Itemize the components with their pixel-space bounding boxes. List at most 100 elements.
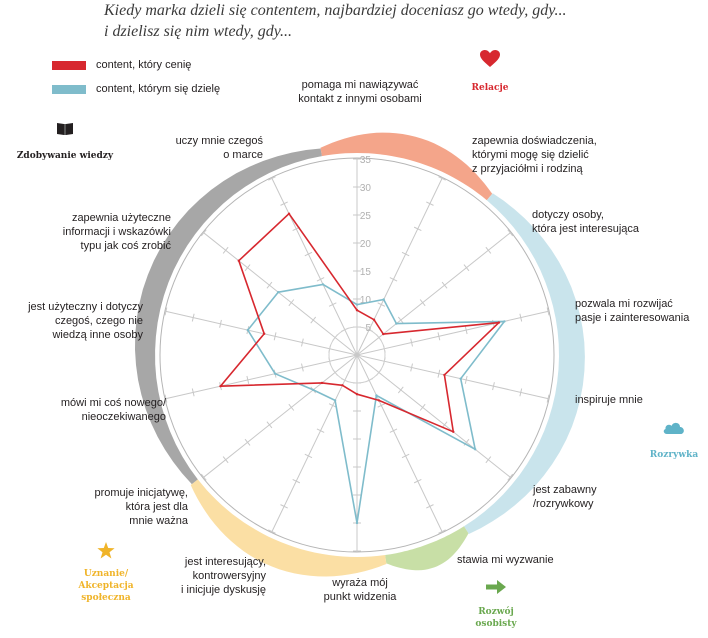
- legend-label-dziele: content, którym się dzielę: [96, 83, 221, 95]
- series-1-point-3: [503, 320, 506, 323]
- category-rozwoj: Rozwój osobisty: [475, 607, 517, 629]
- radar-tick-12-5: [244, 264, 251, 272]
- radar-spoke-10: [164, 354, 358, 400]
- legend-item-dziele: content, którym się dzielę: [52, 83, 220, 95]
- star-icon: [97, 542, 115, 559]
- radar-tick-1-4: [401, 251, 410, 257]
- radar-tick-3-2: [410, 338, 413, 347]
- radar-tick-1-6: [426, 201, 434, 206]
- radar-scale-label-30: 30: [360, 183, 372, 194]
- axis-label-12: zapewnia użyteczne informacji i wskazówki…: [62, 212, 171, 252]
- radar-tick-6-4: [401, 453, 410, 459]
- radar-tick-3-4: [464, 326, 468, 335]
- radar-tick-4-6: [519, 388, 523, 397]
- radar-tick-10-7: [164, 394, 168, 403]
- series-1-point-5: [474, 448, 477, 451]
- radar-tick-13-4: [304, 251, 313, 257]
- series-0-point-6: [377, 399, 381, 402]
- radar-tick-9-7: [200, 473, 207, 481]
- axis-label-9: promuje inicjatywę, która jest dla mnie wa…: [94, 487, 188, 527]
- radar-tick-2-3: [419, 299, 426, 307]
- series-1-point-4: [459, 377, 462, 380]
- radar-tick-4-4: [464, 375, 468, 384]
- radar-tick-6-5: [413, 478, 422, 484]
- series-0-point-11: [263, 332, 266, 335]
- radar-tick-6-6: [426, 504, 434, 509]
- axis-label-11: jest użyteczny i dotyczy czegoś, czego ni…: [28, 301, 143, 341]
- heart-icon: [480, 50, 500, 67]
- radar-spoke-12: [202, 231, 358, 356]
- cloud-icon: [663, 422, 684, 434]
- axis-label-6: stawia mi wyzwanie: [457, 554, 554, 566]
- radar-tick-9-3: [288, 403, 295, 411]
- radar-tick-8-4: [304, 453, 313, 459]
- radar-spoke-13: [271, 177, 358, 356]
- radar-tick-6-7: [438, 529, 446, 534]
- radar-tick-12-4: [266, 281, 273, 289]
- radar-tick-12-2: [310, 316, 317, 324]
- radar-tick-1-7: [438, 176, 446, 181]
- radar-tick-8-3: [316, 428, 325, 433]
- series-1-point-0: [355, 303, 359, 306]
- radar-tick-6-3: [389, 428, 398, 433]
- series-1-point-1: [382, 298, 385, 301]
- axis-label-5: jest zabawny/rozrywkowy: [533, 484, 597, 510]
- radar-tick-2-2: [397, 316, 404, 324]
- series-1-line: [247, 283, 506, 524]
- axis-label-7: wyraża mój punkt widzenia: [323, 577, 397, 603]
- series-1-point-10: [273, 372, 277, 375]
- radar-tick-5-6: [485, 456, 492, 464]
- radar-spoke-5: [356, 354, 512, 479]
- radar-tick-2-7: [507, 229, 514, 237]
- radar-scale-label-25: 25: [360, 211, 372, 222]
- axis-label-8: jest interesujący, kontrowersyjny i inicju…: [181, 556, 266, 596]
- radar-tick-12-3: [288, 299, 295, 307]
- category-wiedza: Zdobywanie wiedzy: [16, 151, 114, 161]
- radar-tick-10-4: [246, 375, 250, 384]
- series-0-point-9: [320, 381, 324, 385]
- radar-tick-2-5: [463, 264, 470, 272]
- radar-inner-circle: [328, 326, 386, 384]
- series-1-point-6: [375, 394, 378, 397]
- radar-tick-13-3: [316, 277, 325, 282]
- series-0-point-5: [452, 430, 455, 433]
- radar-tick-9-6: [222, 456, 229, 464]
- radar-scale-label-20: 20: [360, 239, 372, 250]
- radar-tick-13-2: [328, 302, 337, 307]
- radar-tick-2-4: [441, 281, 448, 289]
- legend-swatch-red: [52, 60, 86, 70]
- radar-tick-9-4: [266, 421, 273, 429]
- category-rozrywka: Rozrywka: [649, 450, 699, 460]
- axis-label-1: zapewnia doświadczenia, którymi mogę się …: [472, 135, 597, 175]
- series-0-point-10: [219, 385, 222, 388]
- radar-tick-4-7: [546, 394, 550, 403]
- category-band-wiedza: [135, 148, 322, 485]
- radar-tick-1-5: [413, 226, 422, 232]
- series-0-point-1: [372, 318, 376, 321]
- axis-label-10: mówi mi coś nowego/nieoczekiwanego: [60, 397, 166, 423]
- series-0-point-0: [355, 309, 359, 312]
- radar-tick-3-6: [519, 313, 523, 322]
- axis-label-4: inspiruje mnie: [575, 394, 643, 406]
- chart-title: Kiedy marka dzieli się contentem, najbar…: [104, 0, 704, 42]
- radar-tick-6-2: [377, 403, 386, 408]
- radar-spoke-8: [271, 354, 358, 533]
- radar-tick-13-7: [268, 176, 276, 181]
- book-icon: [57, 123, 73, 135]
- axis-label-3: pozwala mi rozwijać pasje i zainteresowan…: [575, 298, 690, 324]
- series-0-point-12: [237, 259, 240, 262]
- series-1-point-11: [246, 328, 249, 332]
- radar-tick-13-6: [280, 201, 288, 206]
- radar-scale-label-5: 5: [365, 323, 371, 334]
- radar-spoke-6: [356, 354, 443, 533]
- legend-label-cenie: content, który cenię: [96, 59, 192, 71]
- legend-item-cenie: content, który cenię: [52, 59, 191, 71]
- radar-tick-4-5: [492, 382, 495, 391]
- radar-tick-1-2: [377, 302, 386, 307]
- radar-spoke-1: [356, 177, 443, 356]
- chart-title-line-2: i dzielisz się nim wtedy, gdy...: [104, 23, 292, 40]
- radar-spoke-9: [202, 354, 358, 479]
- axis-label-0: pomaga mi nawiązywać kontakt z innymi oso…: [298, 79, 422, 105]
- chart-title-line-1: Kiedy marka dzieli się contentem, najbar…: [104, 2, 567, 19]
